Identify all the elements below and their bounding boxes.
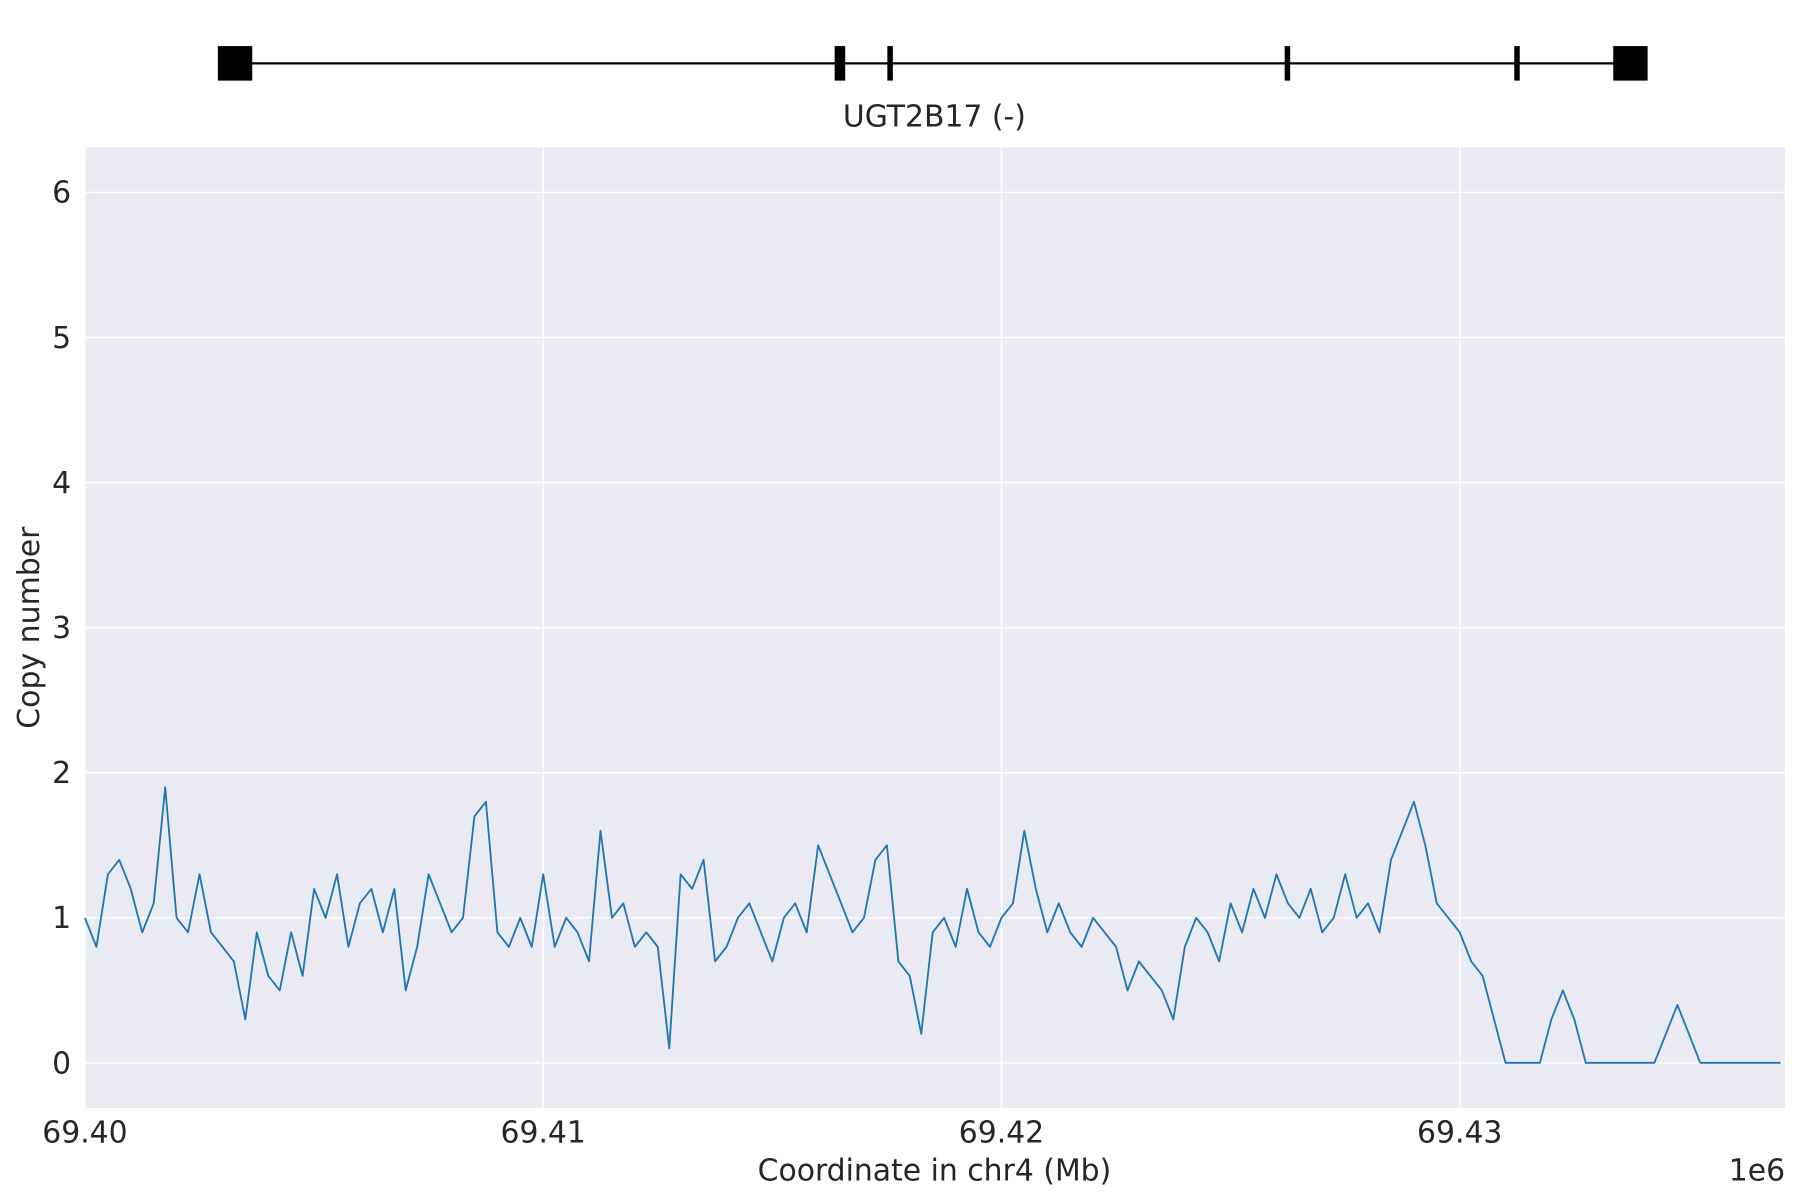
data-line bbox=[84, 786, 1781, 1064]
x-tick-label: 69.42 bbox=[959, 1115, 1044, 1150]
y-tick-label: 2 bbox=[52, 756, 71, 791]
y-tick-label: 4 bbox=[52, 466, 71, 501]
y-tick-label: 3 bbox=[52, 611, 71, 646]
y-axis-label: Copy number bbox=[12, 526, 47, 729]
x-tick-label: 69.43 bbox=[1417, 1115, 1502, 1150]
x-axis-label: Coordinate in chr4 (Mb) bbox=[758, 1153, 1112, 1188]
exon bbox=[1613, 46, 1648, 81]
y-tick-label: 6 bbox=[52, 176, 71, 211]
y-tick-label: 1 bbox=[52, 901, 71, 936]
exon bbox=[1284, 46, 1291, 81]
y-tick-label: 0 bbox=[52, 1046, 71, 1081]
x-offset-label: 1e6 bbox=[1729, 1153, 1785, 1188]
exon bbox=[834, 46, 846, 81]
y-tick-label: 5 bbox=[52, 321, 71, 356]
x-tick-label: 69.40 bbox=[42, 1115, 127, 1150]
x-tick-label: 69.41 bbox=[501, 1115, 586, 1150]
exon bbox=[887, 46, 893, 81]
gene-label: UGT2B17 (-) bbox=[843, 100, 1026, 135]
exon bbox=[217, 46, 253, 81]
exon bbox=[1514, 46, 1520, 81]
